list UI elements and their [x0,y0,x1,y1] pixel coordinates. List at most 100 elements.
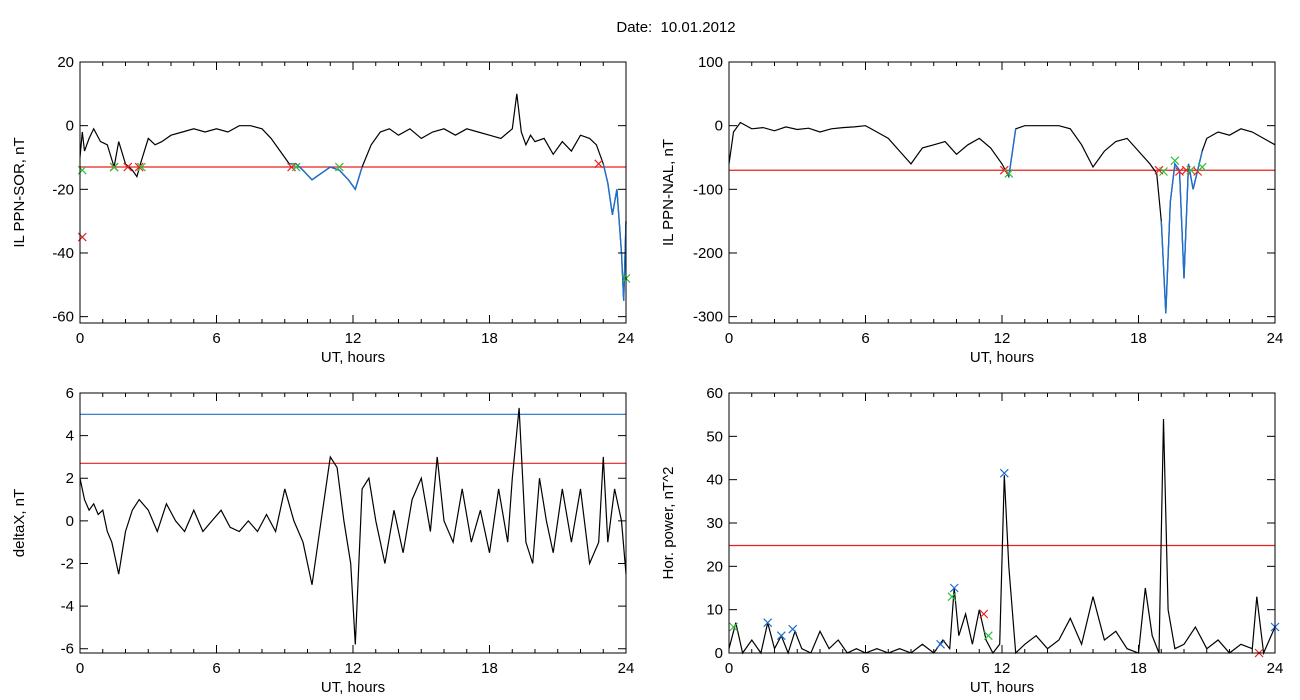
x-tick-label: 24 [1267,660,1284,677]
y-tick-label: 40 [706,472,723,489]
y-tick-label: 6 [66,385,74,402]
event-marker [594,159,604,169]
x-axis-label: UT, hours [970,679,1034,696]
y-tick-label: 100 [698,54,723,71]
x-tick-label: 24 [618,660,635,677]
y-tick-label: -4 [61,598,74,615]
marker-stroke [134,162,144,172]
y-tick-label: 0 [66,118,74,135]
y-axis-label: deltaX, nT [11,489,28,557]
highlight-segment [602,163,627,301]
event-marker [999,468,1009,478]
y-axis-label: Hor. power, nT^2 [660,467,677,580]
x-axis-label: UT, hours [321,349,385,366]
event-marker [77,232,87,242]
y-tick-label: -100 [693,181,723,198]
x-axis-label: UT, hours [321,679,385,696]
event-marker [729,622,738,632]
event-marker [983,631,993,641]
x-tick-label: 0 [76,330,84,347]
marker-stroke [1004,168,1014,178]
y-tick-label: 50 [706,428,723,445]
x-tick-label: 12 [994,330,1011,347]
x-tick-label: 6 [861,330,869,347]
plot-frame [728,61,1276,324]
marker-stroke [776,631,786,641]
panel-il-ppn-sor: 0 6 12 18 24 20 0 -20 -40 -60 UT, hours IL PPN-SOR,… [11,54,634,366]
y-tick-label: -2 [61,555,74,572]
marker-stroke [1186,165,1196,175]
event-marker [947,592,957,602]
x-tick-label: 18 [1130,660,1147,677]
x-axis-label: UT, hours [970,349,1034,366]
x-tick-label: 18 [481,660,498,677]
event-marker [788,624,798,634]
event-marker [763,618,773,628]
y-axis-label: IL PPN-SOR, nT [11,137,28,247]
highlight-segment [289,163,363,191]
y-tick-label: 0 [715,118,723,135]
y-tick-label: 0 [715,645,723,662]
marker-stroke [1154,165,1164,175]
y-tick-label: -200 [693,245,723,262]
event-marker [1170,156,1180,166]
marker-stroke [788,624,798,634]
x-tick-label: 6 [212,660,220,677]
marker-stroke [983,631,993,641]
y-tick-label: 4 [66,428,74,445]
chart-date-title: Date: 10.01.2012 [616,19,736,36]
marker-stroke [594,159,604,169]
y-tick-label: 30 [706,515,723,532]
plot-frame [79,61,627,324]
event-marker [776,631,786,641]
x-tick-label: 12 [345,660,362,677]
marker-stroke [947,592,957,602]
y-tick-label: 60 [706,385,723,402]
x-tick-label: 12 [345,330,362,347]
marker-stroke [1197,162,1207,172]
event-marker [999,165,1009,175]
marker-stroke [1159,167,1168,176]
marker-stroke [936,639,945,649]
plot-frame [728,392,1276,654]
series-line [79,407,627,645]
panel-hor-power: 0 6 12 18 24 60 50 40 30 20 10 0 UT, hours Hor. power… [660,385,1283,696]
y-tick-label: -6 [61,641,74,658]
highlight-segment [1008,128,1017,177]
marker-stroke [763,618,773,628]
y-tick-label: 2 [66,470,74,487]
marker-stroke [1175,167,1184,176]
event-marker [109,162,119,172]
marker-stroke [999,468,1009,478]
x-tick-label: 6 [861,660,869,677]
y-tick-label: 20 [57,54,74,71]
x-tick-label: 0 [725,660,733,677]
y-tick-label: -20 [52,181,74,198]
event-marker [1186,165,1196,175]
x-tick-label: 18 [1130,330,1147,347]
x-tick-label: 24 [1267,330,1284,347]
marker-stroke [137,162,146,172]
event-marker [134,162,144,172]
marker-stroke [1170,156,1180,166]
event-marker [1197,162,1207,172]
x-tick-label: 12 [994,660,1011,677]
series-line [728,121,1276,314]
event-marker [1004,168,1014,178]
event-marker [1175,167,1184,176]
series-line [728,418,1276,656]
marker-stroke [949,583,959,593]
marker-stroke [999,165,1009,175]
x-tick-label: 6 [212,330,220,347]
event-marker [1159,167,1168,176]
y-tick-label: 10 [706,602,723,619]
event-marker [137,162,146,172]
x-tick-label: 18 [481,330,498,347]
marker-stroke [334,162,344,172]
event-marker [949,583,959,593]
y-tick-label: 20 [706,558,723,575]
marker-stroke [979,609,989,619]
y-axis-label: IL PPN-NAL, nT [660,139,677,246]
marker-stroke [123,162,133,172]
